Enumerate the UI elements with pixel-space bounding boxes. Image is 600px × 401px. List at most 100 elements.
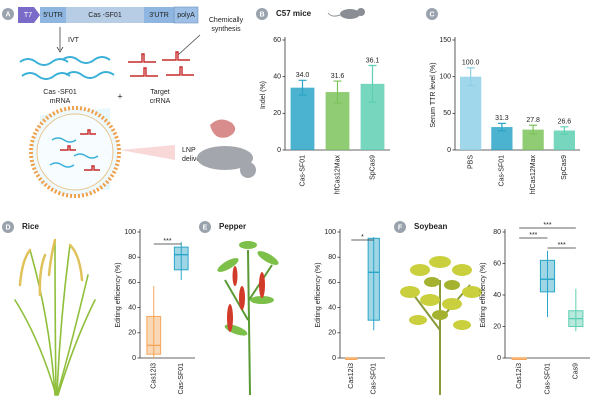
liver bbox=[210, 119, 236, 138]
panel-title: C57 mice bbox=[276, 9, 312, 18]
y-tick-label: 80 bbox=[493, 229, 501, 236]
lnp-cargo bbox=[49, 129, 100, 171]
arrow bbox=[177, 34, 201, 56]
y-tick-label: 150 bbox=[439, 37, 451, 44]
bar bbox=[460, 76, 482, 150]
y-tick-label: 60 bbox=[273, 37, 281, 44]
significance-label: * bbox=[361, 234, 364, 241]
label: LNP bbox=[182, 147, 196, 154]
bar bbox=[491, 127, 513, 150]
error-bar bbox=[497, 122, 506, 132]
panel-title: Rice bbox=[22, 222, 39, 231]
x-tick-label: Cas12i3 bbox=[348, 363, 355, 389]
y-tick-label: 60 bbox=[328, 279, 336, 286]
panel-badge bbox=[394, 221, 406, 233]
x-tick-label: SpCas9 bbox=[561, 155, 568, 180]
mouse-icon bbox=[327, 8, 365, 19]
y-tick-label: 20 bbox=[273, 110, 281, 117]
label: delivery bbox=[182, 156, 207, 163]
panel-title: Soybean bbox=[414, 222, 447, 231]
panel-badge bbox=[2, 8, 14, 20]
panel-title: Pepper bbox=[219, 222, 246, 231]
panel-letter: E bbox=[203, 224, 208, 231]
label: Target bbox=[150, 89, 170, 96]
mouse-head bbox=[240, 162, 256, 178]
label: IVT bbox=[68, 37, 80, 44]
x-tick-label: hfCas12Max bbox=[334, 155, 341, 195]
label: synthesis bbox=[211, 26, 241, 33]
y-tick-label: 80 bbox=[328, 254, 336, 261]
value-label: 34.0 bbox=[296, 72, 310, 79]
error-bar bbox=[529, 124, 538, 135]
pepper-plant bbox=[217, 241, 279, 396]
panel-badge bbox=[256, 8, 268, 20]
value-label: 26.6 bbox=[558, 119, 572, 126]
bar bbox=[290, 87, 315, 150]
x-tick-label: Cas-SF01 bbox=[544, 363, 551, 395]
gene-part: Cas -SF01 bbox=[88, 12, 122, 19]
y-tick-label: 20 bbox=[128, 330, 136, 337]
y-tick-label: 20 bbox=[328, 330, 336, 337]
panel-badge bbox=[426, 8, 438, 20]
label: mRNA bbox=[50, 98, 71, 105]
y-axis-label: Editing efficiency (%) bbox=[480, 262, 487, 327]
y-tick-label: 50 bbox=[443, 110, 451, 117]
bar bbox=[325, 92, 350, 150]
y-tick-label: 60 bbox=[493, 260, 501, 267]
value-label: 36.1 bbox=[366, 57, 380, 64]
delivery-beam bbox=[120, 145, 175, 160]
x-tick-label: Cas-SF01 bbox=[371, 363, 378, 395]
y-axis-label: Editing efficiency (%) bbox=[315, 262, 322, 327]
y-tick-label: 100 bbox=[439, 74, 451, 81]
value-label: 31.3 bbox=[495, 115, 509, 122]
x-tick-label: hfCas12Max bbox=[530, 155, 537, 195]
y-tick-label: 40 bbox=[328, 304, 336, 311]
y-axis-label: Indel (%) bbox=[260, 81, 267, 109]
label: crRNA bbox=[150, 98, 171, 105]
box bbox=[539, 259, 556, 293]
crrna-strands bbox=[128, 51, 194, 77]
y-tick-label: 40 bbox=[493, 292, 501, 299]
panel-letter: B bbox=[259, 11, 264, 18]
y-tick-label: 0 bbox=[447, 147, 451, 154]
y-tick-label: 0 bbox=[277, 147, 281, 154]
x-tick-label: PBS bbox=[467, 155, 474, 169]
y-tick-label: 60 bbox=[128, 279, 136, 286]
error-bar bbox=[333, 80, 342, 104]
box bbox=[146, 315, 162, 355]
panel-a: A T7 5'UTR Cas -SF01 3'UTR polyA Chemica… bbox=[2, 6, 256, 198]
arrow-head bbox=[56, 46, 64, 53]
x-tick-label: Cas12i3 bbox=[516, 363, 523, 389]
gene-part: T7 bbox=[24, 12, 32, 19]
panel-badge bbox=[2, 221, 14, 233]
panel-letter: D bbox=[5, 224, 10, 231]
label: Chemically bbox=[209, 17, 244, 24]
t7-promoter bbox=[18, 7, 40, 23]
box bbox=[173, 246, 189, 271]
y-tick-label: 0 bbox=[332, 355, 336, 362]
y-tick-label: 100 bbox=[324, 229, 336, 236]
label: Cas -SF01 bbox=[43, 89, 77, 96]
value-label: 27.8 bbox=[526, 117, 540, 124]
panel-letter: A bbox=[5, 11, 10, 18]
cds-box bbox=[66, 7, 144, 23]
y-axis-label: Editing efficiency (%) bbox=[115, 262, 122, 327]
bar bbox=[360, 83, 385, 150]
significance-label: *** bbox=[529, 232, 537, 239]
x-tick-label: Cas9 bbox=[573, 363, 580, 379]
lnp-core bbox=[36, 113, 114, 191]
panel-letter: F bbox=[398, 224, 403, 231]
error-bar bbox=[298, 79, 307, 96]
bar bbox=[553, 130, 575, 150]
gene-part: 3'UTR bbox=[149, 12, 169, 19]
y-tick-label: 40 bbox=[128, 304, 136, 311]
label: + bbox=[117, 91, 122, 101]
value-label: 31.6 bbox=[331, 73, 345, 80]
x-tick-label: Cas-SF01 bbox=[178, 363, 185, 395]
box bbox=[367, 237, 380, 321]
x-tick-label: Cas-SF01 bbox=[499, 155, 506, 187]
soybean-plant bbox=[400, 256, 482, 395]
significance-label: *** bbox=[558, 242, 566, 249]
mrna-strands bbox=[19, 56, 115, 80]
